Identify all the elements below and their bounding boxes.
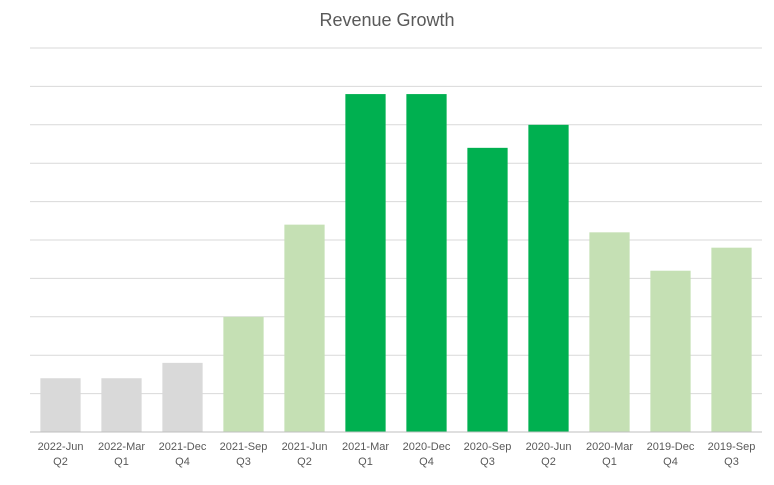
bars [40, 94, 752, 433]
x-tick-label: 2022-Mar Q1 [98, 441, 145, 468]
x-tick-label: 2019-Sep Q3 [708, 441, 756, 468]
x-tick-label: 2020-Mar Q1 [586, 441, 633, 468]
x-tick-label-line: Q4 [663, 456, 678, 468]
x-tick-label-line: 2020-Sep [464, 441, 512, 453]
x-tick-label: 2021-Jun Q2 [282, 441, 328, 468]
x-tick-label-line: Q3 [236, 456, 251, 468]
x-tick-label-line: Q2 [297, 456, 312, 468]
x-tick-label: 2020-Jun Q2 [526, 441, 572, 468]
bar-1 [101, 378, 142, 432]
x-tick-label-line: 2021-Jun [282, 441, 328, 453]
x-tick-label-line: Q1 [114, 456, 129, 468]
x-tick-label-line: 2019-Sep [708, 441, 756, 453]
x-tick-label-line: Q1 [358, 456, 373, 468]
x-tick-label: 2021-Dec Q4 [159, 441, 207, 468]
bar-6 [406, 94, 447, 432]
bar-0 [40, 378, 81, 432]
bar-7 [467, 147, 508, 432]
x-tick-label-line: 2022-Mar [98, 441, 145, 453]
x-tick-label-line: 2022-Jun [38, 441, 84, 453]
x-tick-label-line: 2021-Mar [342, 441, 389, 453]
x-tick-label-line: Q2 [53, 456, 68, 468]
chart-title: Revenue Growth [319, 10, 455, 30]
bar-11 [711, 247, 752, 432]
bar-5 [345, 94, 386, 432]
x-tick-label-line: Q3 [724, 456, 739, 468]
x-tick-label: 2020-Dec Q4 [403, 441, 451, 468]
x-tick-label-line: 2020-Jun [526, 441, 572, 453]
bar-4 [284, 224, 325, 432]
bar-8 [528, 124, 569, 433]
bar-10 [650, 270, 691, 432]
bar-2 [162, 362, 203, 432]
x-tick-label: 2022-Jun Q2 [38, 441, 84, 468]
x-tick-label-line: Q3 [480, 456, 495, 468]
x-tick-labels: 2022-Jun Q2 2022-Mar Q1 2021-Dec Q4 2021-Sep Q3… [38, 441, 756, 468]
gridlines [30, 47, 762, 395]
x-tick-label: 2021-Mar Q1 [342, 441, 389, 468]
x-tick-label-line: 2019-Dec [647, 441, 695, 453]
x-tick-label-line: 2020-Mar [586, 441, 633, 453]
x-tick-label: 2021-Sep Q3 [220, 441, 268, 468]
x-tick-label-line: Q1 [602, 456, 617, 468]
x-tick-label-line: 2020-Dec [403, 441, 451, 453]
bar-9 [589, 232, 630, 432]
x-tick-label-line: Q4 [419, 456, 434, 468]
x-tick-label-line: Q4 [175, 456, 190, 468]
x-tick-label: 2020-Sep Q3 [464, 441, 512, 468]
bar-3 [223, 316, 264, 432]
x-tick-label-line: 2021-Dec [159, 441, 207, 453]
x-tick-label-line: 2021-Sep [220, 441, 268, 453]
x-tick-label: 2019-Dec Q4 [647, 441, 695, 468]
x-tick-label-line: Q2 [541, 456, 556, 468]
